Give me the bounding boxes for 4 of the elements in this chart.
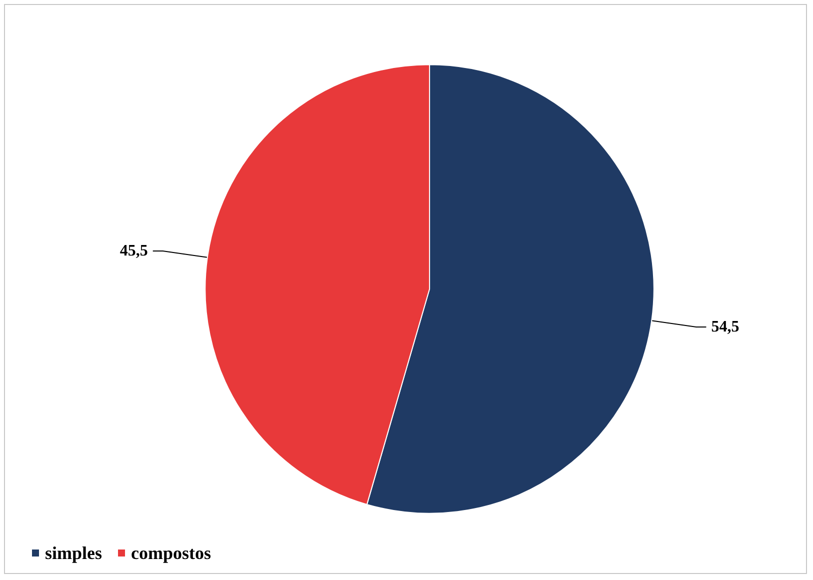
data-label: 45,5 bbox=[120, 242, 148, 260]
data-label: 54,5 bbox=[711, 318, 740, 336]
legend-label: simples bbox=[45, 543, 102, 563]
legend-label: compostos bbox=[131, 543, 212, 563]
